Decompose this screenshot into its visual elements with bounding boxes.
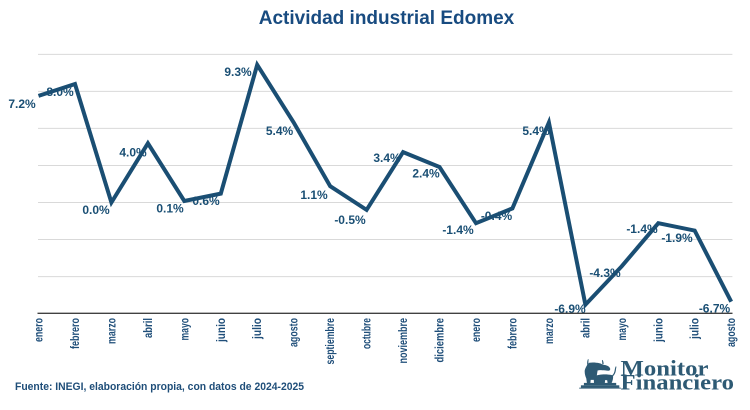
svg-text:-1.4%: -1.4% xyxy=(442,223,474,237)
svg-text:7.2%: 7.2% xyxy=(8,97,36,111)
svg-text:1.1%: 1.1% xyxy=(300,188,328,202)
svg-text:junio: junio xyxy=(653,318,665,343)
svg-text:9.3%: 9.3% xyxy=(224,65,252,79)
svg-text:3.4%: 3.4% xyxy=(373,151,401,165)
svg-text:-0.5%: -0.5% xyxy=(334,213,366,227)
svg-text:julio: julio xyxy=(690,318,702,340)
svg-text:2.4%: 2.4% xyxy=(412,167,440,181)
svg-text:agosto: agosto xyxy=(289,318,301,347)
svg-text:octubre: octubre xyxy=(362,318,374,349)
svg-text:enero: enero xyxy=(471,318,483,342)
svg-text:-6.9%: -6.9% xyxy=(554,302,586,316)
svg-text:febrero: febrero xyxy=(70,318,82,349)
svg-text:0.0%: 0.0% xyxy=(82,203,110,217)
svg-text:diciembre: diciembre xyxy=(435,318,447,363)
svg-text:Actividad industrial Edomex: Actividad industrial Edomex xyxy=(259,8,515,29)
svg-text:0.1%: 0.1% xyxy=(156,202,184,216)
svg-text:marzo: marzo xyxy=(544,318,556,344)
svg-text:Monitor: Monitor xyxy=(621,356,709,381)
svg-text:abril: abril xyxy=(143,318,155,338)
svg-text:Financiero: Financiero xyxy=(621,370,735,395)
svg-text:marzo: marzo xyxy=(106,318,118,344)
svg-text:enero: enero xyxy=(34,318,46,342)
svg-text:julio: julio xyxy=(252,318,264,340)
svg-text:noviembre: noviembre xyxy=(398,318,410,364)
svg-text:5.4%: 5.4% xyxy=(266,124,294,138)
svg-text:Fuente: INEGI, elaboración pro: Fuente: INEGI, elaboración propia, con d… xyxy=(15,381,304,393)
svg-text:febrero: febrero xyxy=(507,318,519,349)
svg-text:junio: junio xyxy=(216,318,228,343)
svg-text:-6.7%: -6.7% xyxy=(699,302,731,316)
svg-text:8.0%: 8.0% xyxy=(46,85,74,99)
svg-text:mayo: mayo xyxy=(617,318,629,341)
svg-text:agosto: agosto xyxy=(726,318,738,347)
svg-text:septiembre: septiembre xyxy=(325,318,337,365)
svg-text:abril: abril xyxy=(580,318,592,338)
svg-text:mayo: mayo xyxy=(179,318,191,341)
svg-text:-1.9%: -1.9% xyxy=(661,231,693,245)
